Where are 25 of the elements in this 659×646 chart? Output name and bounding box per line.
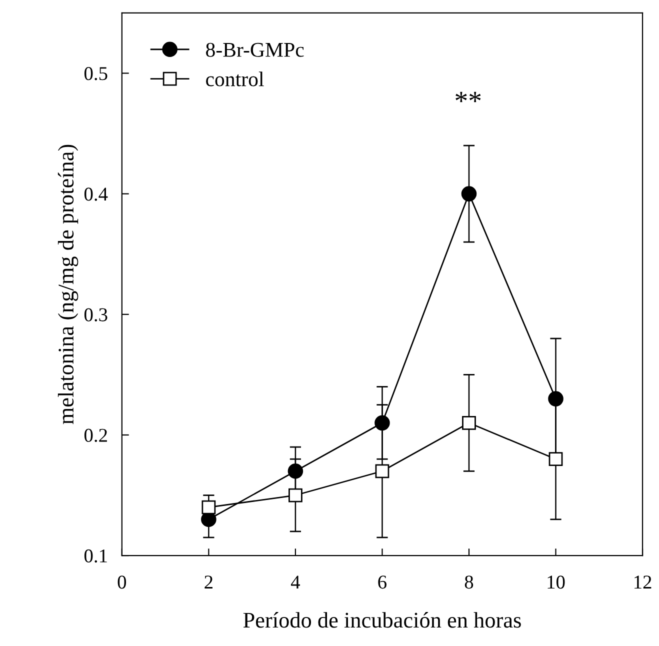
legend-label: 8-Br-GMPc	[206, 42, 304, 57]
x-tick-label: 6	[378, 576, 386, 589]
y-tick-label: 0.3	[84, 308, 108, 322]
x-tick-label: 2	[204, 576, 212, 588]
x-tick-label: 8	[464, 576, 474, 589]
y-tick-label: 0.2	[84, 428, 107, 442]
y-tick-label: 0.5	[84, 67, 108, 80]
annotation: **	[456, 92, 481, 102]
y-axis-title: melatonina (ng/mg de proteína)	[58, 144, 78, 424]
point	[462, 416, 476, 430]
point	[548, 452, 563, 466]
x-tick-label: 0	[118, 576, 126, 589]
point	[461, 186, 477, 202]
point	[548, 391, 564, 406]
x-tick-label: 12	[634, 576, 652, 588]
point	[375, 464, 390, 478]
legend-label: control	[206, 72, 264, 86]
y-tick-label: 0.4	[84, 188, 108, 201]
point	[202, 500, 216, 514]
x-axis-title: Período de incubación en horas	[243, 612, 521, 628]
point	[288, 464, 304, 479]
point	[288, 488, 302, 502]
x-tick-label: 10	[548, 576, 565, 589]
x-tick-label: 4	[290, 576, 300, 588]
y-tick-label: 0.1	[84, 549, 107, 563]
